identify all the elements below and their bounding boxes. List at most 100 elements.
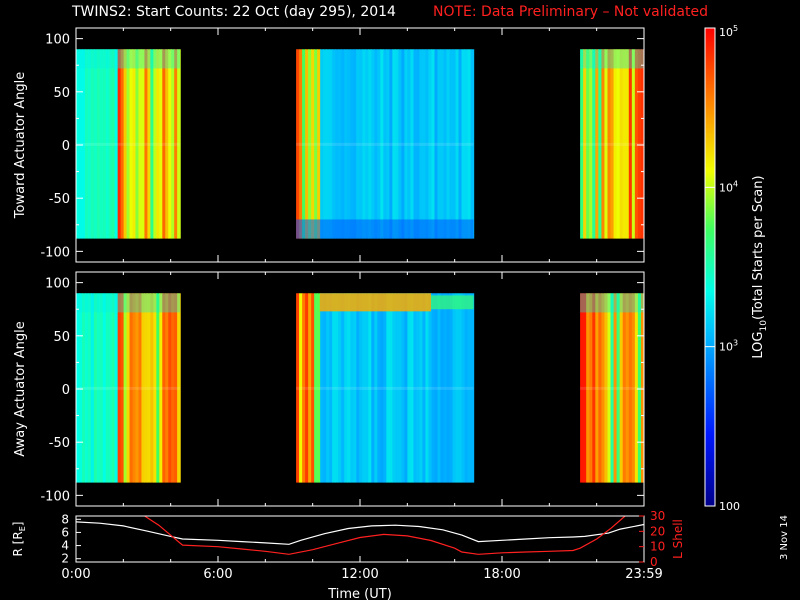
heatmap-cell — [425, 293, 430, 483]
y-tick-label: -100 — [40, 489, 70, 504]
heatmap-cell — [165, 49, 169, 239]
heatmap-cell — [362, 293, 366, 483]
x-axis-label: Time (UT) — [327, 587, 392, 600]
heatmap-cell — [634, 293, 639, 483]
heatmap-cell — [84, 49, 89, 239]
heatmap-cell — [162, 293, 166, 483]
heatmap-cell — [443, 293, 448, 483]
heatmap-cell — [619, 49, 624, 239]
heatmap-cell — [314, 49, 318, 239]
heatmap-cell — [117, 49, 122, 239]
heatmap-cell — [171, 293, 175, 483]
chart-title: TWINS2: Start Counts: 22 Oct (day 295), … — [72, 4, 396, 20]
heatmap-cell — [329, 293, 333, 483]
heatmap-cell — [141, 293, 146, 483]
toward-heatmap-panel — [76, 49, 644, 239]
heatmap-cell — [458, 49, 463, 239]
heatmap-cell — [144, 49, 149, 239]
y-tick-label: 50 — [53, 330, 70, 345]
heatmap-cell — [613, 293, 618, 483]
heatmap-cell — [81, 49, 86, 239]
heatmap-cell — [87, 49, 92, 239]
heatmap-cell — [467, 49, 472, 239]
x-tick-label: 0:00 — [61, 567, 90, 582]
heatmap-cell — [583, 293, 587, 483]
edge-angle-band — [76, 49, 181, 69]
heatmap-cell — [377, 293, 381, 483]
heatmap-cell — [332, 293, 336, 483]
heatmap-cell — [308, 293, 312, 483]
heatmap-cell — [464, 49, 469, 239]
heatmap-cell — [150, 49, 154, 239]
right-y-tick-label: 0 — [650, 555, 658, 569]
heatmap-cell — [147, 293, 151, 483]
heatmap-cell — [320, 49, 324, 239]
heatmap-cell — [401, 49, 406, 239]
heatmap-cell — [156, 293, 160, 483]
heatmap-cell — [586, 293, 590, 483]
heatmap-cell — [317, 293, 321, 483]
heatmap-cell — [359, 293, 363, 483]
heatmap-cell — [389, 293, 393, 483]
heatmap-cell — [395, 49, 399, 239]
heatmap-cell — [425, 49, 430, 239]
heatmap-cell — [419, 293, 424, 483]
heatmap-cell — [78, 293, 83, 483]
heatmap-cell — [625, 49, 630, 239]
heatmap-cell — [613, 49, 618, 239]
orbit-panel — [76, 516, 644, 555]
heatmap-cell — [410, 293, 415, 483]
heatmap-cell — [108, 293, 113, 483]
zero-angle-band — [296, 142, 474, 146]
heatmap-cell — [434, 49, 439, 239]
y-tick-label: -50 — [49, 192, 70, 207]
colorbar-gradient — [704, 27, 716, 507]
heatmap-cell — [347, 293, 351, 483]
lshell-axis-label: L Shell — [671, 519, 685, 559]
high-angle-band — [431, 295, 474, 310]
right-y-tick-label: 30 — [650, 509, 665, 523]
heatmap-cell — [422, 293, 427, 483]
heatmap-cell — [99, 49, 104, 239]
heatmap-cell — [601, 49, 606, 239]
heatmap-cell — [302, 293, 306, 483]
heatmap-cell — [162, 49, 166, 239]
heatmap-cell — [416, 49, 421, 239]
y-tick-label: -50 — [49, 436, 70, 451]
heatmap-cell — [344, 293, 348, 483]
heatmap-cell — [589, 49, 593, 239]
heatmap-cell — [350, 49, 354, 239]
zero-angle-band — [580, 386, 644, 390]
edge-angle-band — [76, 293, 181, 313]
zero-angle-band — [76, 386, 181, 390]
heatmap-cell — [467, 293, 472, 483]
x-tick-label: 6:00 — [203, 567, 232, 582]
heatmap-cell — [440, 49, 445, 239]
heatmap-cell — [631, 293, 636, 483]
heatmap-cell — [365, 293, 369, 483]
heatmap-cell — [335, 49, 339, 239]
heatmap-cell — [380, 49, 384, 239]
x-tick-label: 18:00 — [483, 567, 520, 582]
heatmap-cell — [392, 49, 396, 239]
heatmap-cell — [129, 293, 134, 483]
y-tick-label: 100 — [45, 277, 70, 292]
heatmap-cell — [299, 293, 303, 483]
heatmap-cell — [398, 293, 402, 483]
heatmap-cell — [326, 293, 330, 483]
zero-angle-band — [76, 142, 181, 146]
heatmap-cell — [117, 293, 122, 483]
heatmap-cell — [174, 293, 178, 483]
heatmap-cell — [135, 293, 140, 483]
heatmap-cell — [87, 293, 92, 483]
heatmap-cell — [437, 293, 442, 483]
colorbar-tick-label: 100 — [719, 500, 740, 513]
heatmap-cell — [610, 49, 615, 239]
heatmap-cell — [356, 49, 360, 239]
heatmap-cell — [359, 49, 363, 239]
heatmap-cell — [464, 293, 469, 483]
heatmap-cell — [455, 49, 460, 239]
heatmap-cell — [419, 49, 424, 239]
y-tick-label: 4 — [61, 539, 69, 553]
